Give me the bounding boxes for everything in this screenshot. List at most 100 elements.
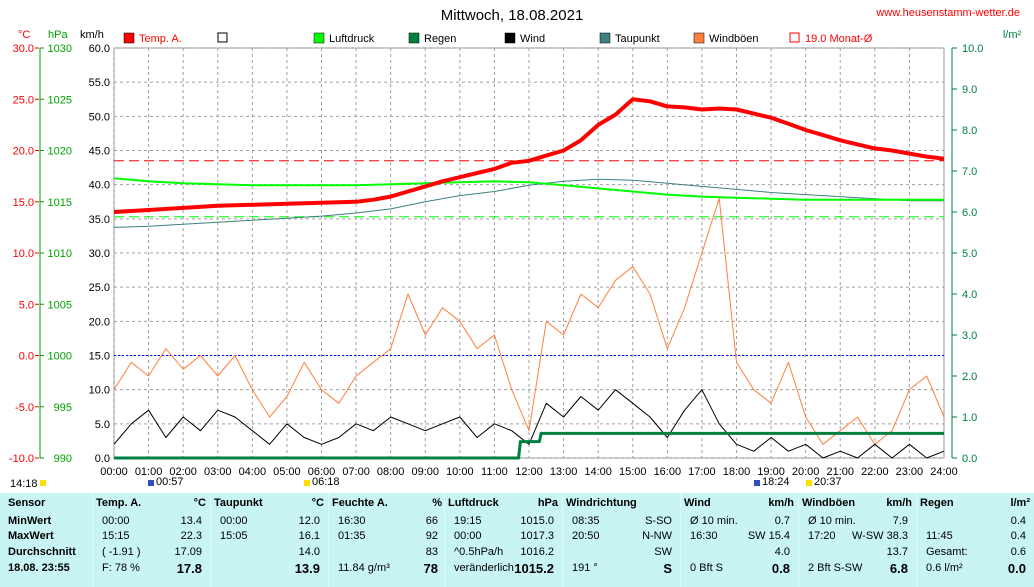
rain-cell-left: Gesamt: [926, 546, 968, 558]
time-markers: 14:18 00:57 06:18 18:24 20:37 [10, 476, 842, 490]
dew-header: Taupunkt [214, 497, 263, 509]
time-marker-label: 14:18 [10, 478, 38, 490]
wind-header: Wind [684, 497, 711, 509]
hum-cell-value: 83 [425, 546, 438, 558]
rain-header: Regen [920, 497, 954, 509]
table-column-divider [798, 493, 799, 587]
temp-cell-left: F: 78 % [102, 562, 140, 574]
legend-label: Wind [520, 33, 545, 45]
wind-tick-label: 15.0 [89, 351, 110, 363]
table-column-divider [444, 493, 445, 587]
rain-cell-left: 0.6 l/m² [926, 562, 963, 574]
legend-item: Regen [408, 32, 456, 45]
rain-cell-value: 0.0 [1007, 561, 1026, 576]
legend-swatch [504, 32, 516, 44]
gust-cell-left: 17:20 [808, 530, 836, 542]
sensor-header: Sensor [8, 497, 46, 509]
time-tick-label: 10:00 [446, 466, 474, 478]
wind-unit-header: km/h [768, 497, 794, 509]
press-unit-label: hPa [48, 29, 68, 41]
legend-item: Wind [504, 32, 545, 45]
series-layer [113, 97, 945, 460]
time-tick-label: 03:00 [204, 466, 232, 478]
time-tick-label: 19:00 [757, 466, 785, 478]
gust-cell-value: W-SW 38.3 [851, 530, 908, 542]
wind-tick-label: 45.0 [89, 146, 110, 158]
time-tick-label: 17:00 [688, 466, 716, 478]
legend-item: Luftdruck [313, 32, 375, 45]
speed-unit-label: km/h [80, 29, 104, 41]
dew-cell-value: 12.0 [298, 515, 320, 527]
temp-header: Temp. A. [96, 497, 142, 509]
series-line-luftdruck [113, 177, 944, 201]
temp-cell-left: 00:00 [102, 515, 130, 527]
gust-header: Windböen [802, 497, 856, 509]
time-marker-icon [148, 480, 154, 486]
time-marker-label: 18:24 [762, 476, 790, 488]
press-header: Luftdruck [448, 497, 499, 509]
chart-title: Mittwoch, 18.08.2021 [441, 7, 584, 24]
wind-cell-left: 0 Bft S [690, 562, 724, 574]
temp-tick-label: 20.0 [13, 146, 34, 158]
legend-label: 19.0 Monat-Ø [805, 33, 873, 45]
legend-item: 19.0 Monat-Ø [789, 32, 873, 45]
hum-header: Feuchte A. [332, 497, 388, 509]
temp-cell-left: 15:15 [102, 530, 130, 542]
series-line-taupunkt [113, 178, 944, 228]
rain-cell-left: 11:45 [926, 530, 953, 542]
hum-cell-left: 16:30 [338, 515, 366, 527]
temp-tick-label: 25.0 [13, 94, 34, 106]
time-tick-label: 11:00 [481, 466, 508, 478]
hum-cell-value: 92 [425, 530, 438, 542]
time-tick-label: 08:00 [377, 466, 405, 478]
legend-label: Luftdruck [329, 33, 375, 45]
legend-item: Temp. A. [123, 32, 182, 45]
temp-unit-label: °C [18, 29, 30, 41]
gust-cell-left: Ø 10 min. [808, 515, 856, 527]
rain-cell-value: 0.4 [1010, 515, 1026, 527]
rain-tick-label: 4.0 [962, 289, 977, 301]
row-label: 18.08. 23:55 [8, 562, 70, 574]
legend-swatch [599, 32, 611, 44]
dir-cell-value: S-SO [645, 515, 672, 527]
pressure-tick-label: 1015 [48, 197, 72, 209]
pressure-tick-label: 1005 [48, 299, 72, 311]
wind-tick-label: 35.0 [89, 214, 110, 226]
hum-cell-value: 78 [423, 561, 438, 576]
time-tick-label: 04:00 [239, 466, 267, 478]
temp-tick-label: -5.0 [15, 402, 34, 414]
hum-cell-left: 11.84 g/m³ [338, 562, 390, 574]
axes: 30.0 25.0 20.0 15.0 10.0 5.0 0.0 -5.0 -10.0 1030 1… [9, 43, 984, 478]
press-cell-value: 1017.3 [520, 530, 554, 542]
dew-cell-left: 00:00 [220, 515, 248, 527]
press-cell-left: 19:15 [454, 515, 482, 527]
time-marker-label: 00:57 [156, 476, 184, 488]
temp-cell-value: 17.8 [176, 561, 202, 576]
time-marker-icon [40, 480, 46, 486]
time-tick-label: 16:00 [654, 466, 682, 478]
website-link[interactable]: www.heusenstamm-wetter.de [875, 7, 1020, 19]
legend-item: Windböen [693, 32, 759, 45]
press-cell-value: 1015.2 [514, 561, 554, 576]
wind-tick-label: 25.0 [89, 282, 110, 294]
time-tick-label: 14:00 [584, 466, 612, 478]
rain-cell-value: 0.4 [1010, 530, 1026, 542]
table-column-divider [210, 493, 211, 587]
table-column-divider [562, 493, 563, 587]
time-tick-label: 09:00 [411, 466, 439, 478]
hum-cell-left: 01:35 [338, 530, 366, 542]
gust-cell-value: 6.8 [889, 561, 908, 576]
hum-cell-value: 66 [425, 515, 438, 527]
dir-cell-left: 08:35 [572, 515, 600, 527]
dew-cell-left: 15:05 [220, 530, 248, 542]
rain-tick-label: 0.0 [962, 453, 977, 465]
dir-cell-value: S [663, 561, 672, 576]
dir-cell-value: SW [654, 546, 672, 558]
time-tick-label: 18:00 [723, 466, 751, 478]
pressure-tick-label: 1025 [48, 94, 72, 106]
pressure-tick-label: 1030 [48, 43, 72, 55]
temp-tick-label: 15.0 [13, 197, 34, 209]
press-unit-header: hPa [537, 497, 558, 509]
time-tick-label: 02:00 [169, 466, 197, 478]
time-tick-label: 00:00 [100, 466, 128, 478]
